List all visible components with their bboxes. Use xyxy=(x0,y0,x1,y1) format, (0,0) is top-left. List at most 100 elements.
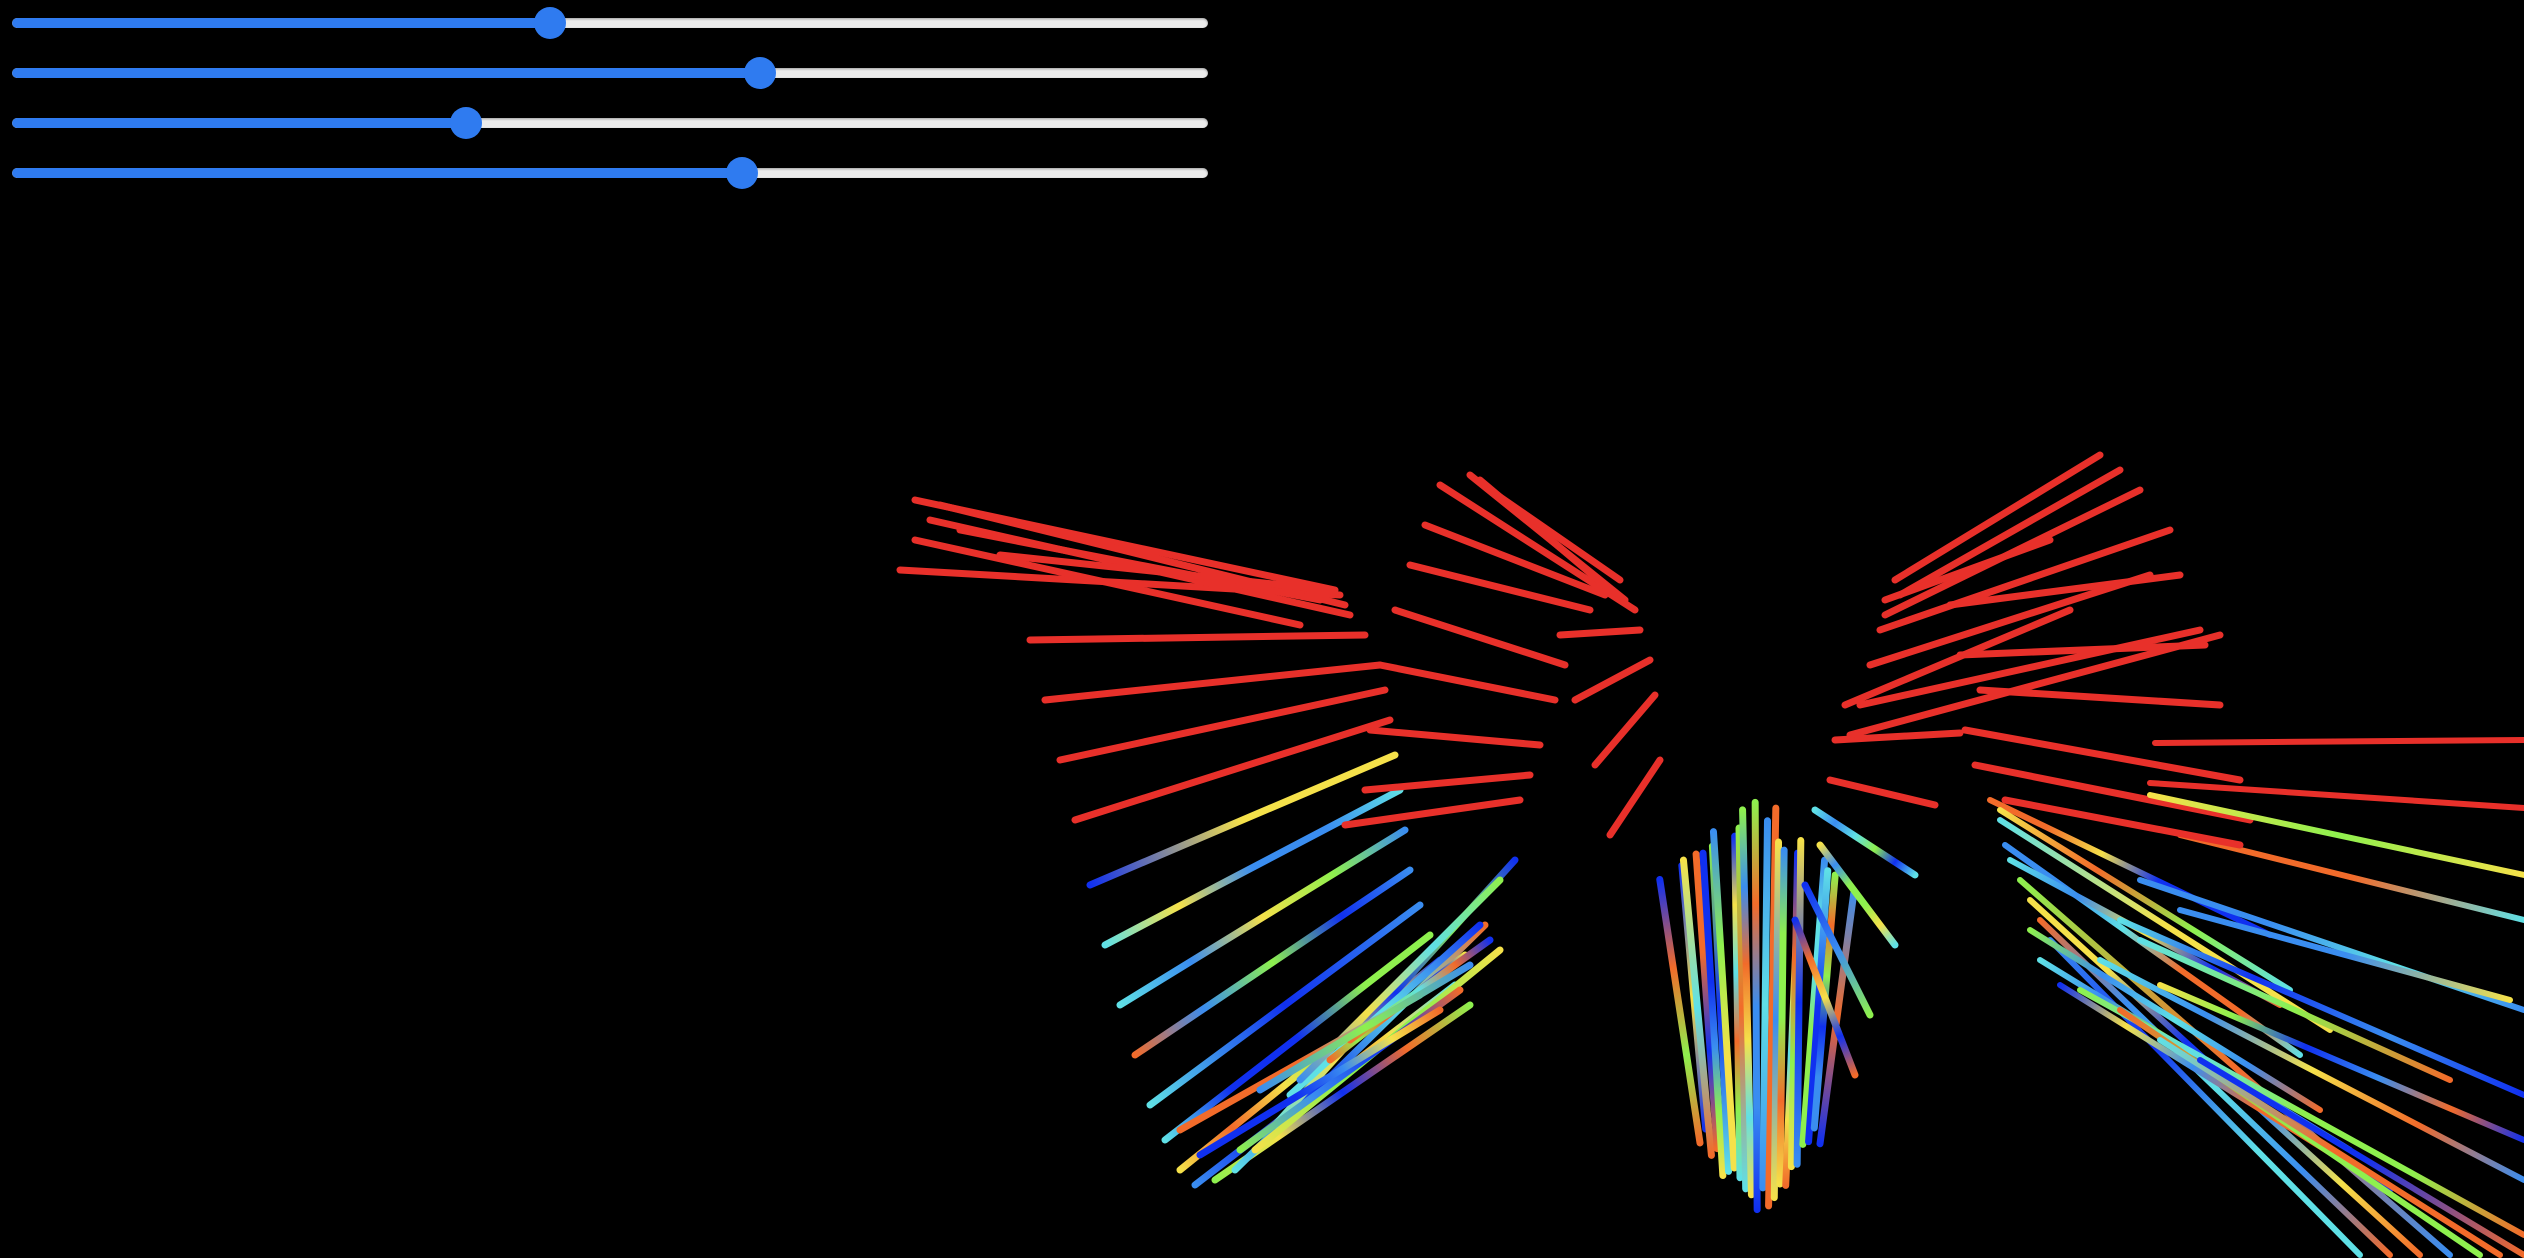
line-segment xyxy=(1799,856,1829,1148)
line-segment xyxy=(2017,877,2453,1258)
line-segment xyxy=(1376,661,1559,704)
line-segment xyxy=(1735,824,1750,1193)
slider-fill xyxy=(12,168,742,178)
line-segment xyxy=(1759,817,1771,1192)
line-segment xyxy=(2152,737,2524,746)
line-segment xyxy=(1196,1006,1444,1159)
line-segment xyxy=(1776,846,1788,1188)
line-segment xyxy=(1606,756,1664,839)
line-segment xyxy=(1436,481,1639,614)
parameter-slider-4[interactable] xyxy=(12,157,1208,189)
line-segment xyxy=(1571,656,1654,704)
line-segment xyxy=(1421,521,1609,599)
line-segment xyxy=(1846,631,2224,739)
line-segment xyxy=(1946,571,2184,609)
line-segment xyxy=(1656,875,1704,1147)
line-segment xyxy=(2001,796,2244,849)
line-segment xyxy=(1146,901,1424,1109)
line-segment xyxy=(1881,536,2054,604)
slider-fill xyxy=(12,118,467,128)
line-segment xyxy=(1793,837,1805,1168)
line-segment xyxy=(1731,832,1744,1182)
line-segment xyxy=(2177,907,2513,1003)
line-segment xyxy=(1961,726,2244,784)
slider-fill xyxy=(12,18,551,28)
line-segment xyxy=(1286,921,1484,1099)
line-segment xyxy=(1876,526,2174,634)
line-segment xyxy=(1391,606,1569,669)
line-segment xyxy=(1041,661,1384,704)
line-segment xyxy=(1805,867,1832,1146)
line-segment xyxy=(2047,937,2363,1258)
line-segment xyxy=(1997,817,2333,1033)
parameter-slider-2[interactable] xyxy=(12,57,1208,89)
line-segment xyxy=(2197,1057,2524,1258)
slider-track[interactable] xyxy=(12,118,1208,128)
line-segment xyxy=(1896,466,2124,599)
slider-track[interactable] xyxy=(12,68,1208,78)
slider-thumb[interactable] xyxy=(534,7,567,39)
line-segment xyxy=(1341,796,1524,829)
parameter-slider-1[interactable] xyxy=(12,7,1208,39)
line-segment xyxy=(2147,792,2524,878)
line-segment xyxy=(2177,832,2524,923)
line-segment xyxy=(1101,786,1404,949)
slider-thumb[interactable] xyxy=(725,157,758,189)
line-segment xyxy=(1406,561,1594,614)
line-segment xyxy=(911,536,1304,629)
slider-track[interactable] xyxy=(12,18,1208,28)
line-segment xyxy=(1256,961,1474,1094)
line-segment xyxy=(1692,850,1721,1153)
line-segment xyxy=(1161,931,1434,1144)
line-segment xyxy=(1801,881,1874,1019)
line-segment xyxy=(1556,626,1644,639)
line-segment xyxy=(2002,842,2303,1058)
line-segment xyxy=(1739,806,1755,1199)
line-segment xyxy=(1831,729,1964,744)
line-segment xyxy=(1866,571,2154,669)
line-segment xyxy=(1841,606,2074,709)
slider-fill xyxy=(12,68,760,78)
slider-thumb[interactable] xyxy=(450,107,483,139)
line-segment xyxy=(1816,887,1858,1148)
line-segment xyxy=(1086,751,1399,889)
line-segment xyxy=(1811,806,1919,879)
line-segment xyxy=(1361,771,1534,794)
line-segment xyxy=(1366,726,1544,749)
line-segment xyxy=(1956,641,2209,659)
line-segment xyxy=(1131,866,1414,1059)
line-segment xyxy=(1891,451,2104,584)
line-segment xyxy=(1679,856,1715,1159)
line-segment xyxy=(1071,716,1394,824)
line-segment xyxy=(1791,916,1859,1079)
line-segment xyxy=(2147,780,2524,811)
line-segment xyxy=(1971,761,2254,824)
slider-track[interactable] xyxy=(12,168,1208,178)
line-segment xyxy=(1699,849,1727,1180)
line-segment xyxy=(956,526,1324,604)
line-segment xyxy=(1026,631,1369,644)
line-segment xyxy=(1486,486,1624,584)
line-segment xyxy=(1976,686,2224,709)
slider-thumb[interactable] xyxy=(743,57,776,89)
line-segment xyxy=(2157,982,2524,1143)
line-segment xyxy=(2117,917,2524,1098)
line-segment xyxy=(1826,776,1939,809)
line-segment xyxy=(1751,798,1761,1214)
line-segment xyxy=(1591,691,1659,769)
line-segment xyxy=(2097,957,2524,1183)
line-segment xyxy=(1770,838,1783,1202)
line-segment xyxy=(2137,937,2453,1083)
line-segment xyxy=(2157,1037,2503,1258)
line-segment xyxy=(1709,828,1738,1172)
line-segment xyxy=(1816,841,1899,949)
line-segment xyxy=(1987,797,2273,938)
line-segment xyxy=(2027,927,2323,1113)
line-segment xyxy=(1116,826,1409,1009)
line-segment xyxy=(1856,626,2204,709)
parameter-slider-3[interactable] xyxy=(12,107,1208,139)
line-segment xyxy=(996,551,1334,594)
line-segment xyxy=(1056,686,1389,764)
